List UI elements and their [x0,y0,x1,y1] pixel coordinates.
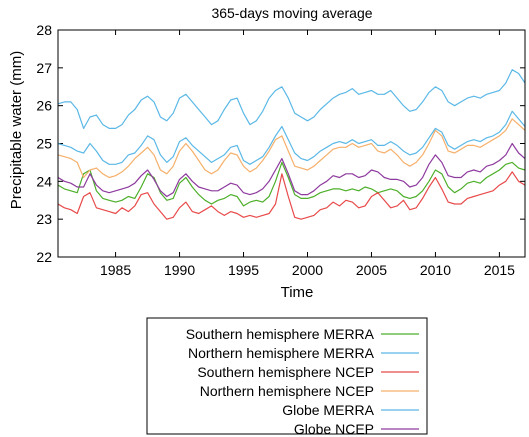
series-line-4 [57,110,526,165]
tick-layer: 1985 1990 1995 2000 2005 2010 2015 22 23 24 25 26 27… [36,22,525,278]
x-tick-label: 2010 [420,262,451,278]
series-line-0 [57,161,526,207]
y-tick-label: 27 [36,60,52,76]
y-axis-label: Precipitable water (mm) [8,51,25,209]
x-tick-label: 2015 [484,262,515,278]
plot-frame [57,29,526,258]
legend-label: Northern hemisphere NCEP [200,383,374,399]
series-line-2 [57,171,526,220]
y-tick-label: 23 [36,211,52,227]
x-tick-label: 2000 [292,262,323,278]
y-tick-label: 22 [36,249,52,265]
x-tick-label: 1990 [164,262,195,278]
legend-label: Southern hemisphere NCEP [197,364,374,380]
y-tick-label: 25 [36,136,52,152]
legend-box [146,317,428,435]
chart-title: 365-days moving average [211,5,372,21]
x-tick-label: 2005 [356,262,387,278]
legend-label: Globe MERRA [282,402,374,418]
legend: Southern hemisphere MERRA Northern hemisp… [146,317,428,437]
x-axis-label: Time [281,284,314,301]
series-line-3 [57,118,526,179]
legend-entries: Southern hemisphere MERRA Northern hemisp… [186,326,419,437]
legend-label: Southern hemisphere MERRA [186,326,375,342]
series-layer [57,69,526,220]
legend-label: Globe NCEP [294,421,374,437]
legend-label: Northern hemisphere MERRA [188,345,375,361]
series-line-5 [57,142,526,198]
y-tick-label: 24 [36,173,52,189]
x-tick-label: 1995 [228,262,259,278]
series-line-1 [57,69,526,129]
x-tick-label: 1985 [100,262,131,278]
y-tick-label: 26 [36,98,52,114]
y-tick-label: 28 [36,22,52,38]
